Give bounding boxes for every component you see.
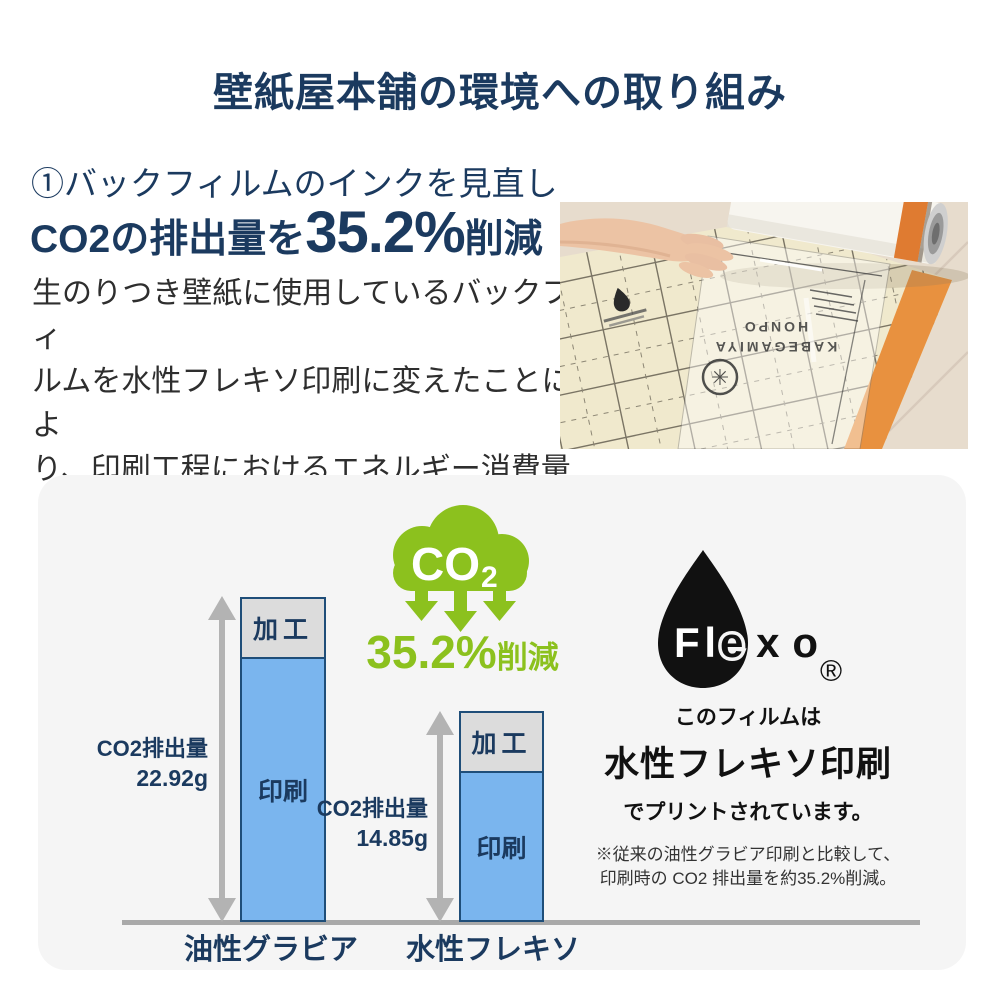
film-description-column: このフィルムは 水性フレキソ印刷 でプリントされています。 ※従来の油性グラビア… [578, 701, 918, 891]
sheet-orange-edge [844, 270, 952, 449]
film-main-text: 水性フレキソ印刷 [603, 745, 892, 784]
bar-oil-gravure: 加工 印刷 [240, 597, 326, 922]
total-value: 14.85g [356, 825, 428, 851]
hand [560, 218, 734, 278]
flexo-droplet-icon [658, 550, 748, 688]
total-label: CO2排出量 [96, 736, 208, 761]
total-value: 22.92g [136, 765, 208, 791]
bar-segment-printing: 印刷 [240, 657, 326, 922]
svg-text:✳: ✳ [711, 365, 729, 390]
product-photo: KABEGAMIYA HONPO ✳ [560, 202, 968, 449]
flexo-logo: Fl exo ® [658, 550, 842, 688]
registered-trademark-icon: ® [820, 655, 842, 688]
section-heading: ①バックフィルムのインクを見直し [31, 165, 558, 202]
height-arrow-left [208, 596, 236, 922]
reduction-suffix: 削減 [496, 640, 559, 675]
reduction-value: 35.2% [366, 626, 497, 678]
page-title: 壁紙屋本舗の環境への取り組み [213, 71, 787, 115]
film-intro-text: このフィルムは [674, 706, 822, 729]
co2-comparison-panel: 加工 印刷 加工 印刷 CO2排出量 22.92g CO2排出量 14.85g … [38, 475, 966, 970]
bar-segment-processing: 加工 [459, 711, 544, 771]
category-label-oil-gravure: 油性グラビア [183, 934, 358, 966]
printed-flexo-mark [603, 287, 647, 327]
total-emission-right: CO2排出量 14.85g [258, 791, 428, 852]
cloud-co2-subscript: 2 [481, 561, 498, 594]
film-brand-text: KABEGAMIYA HONPO [713, 319, 837, 355]
flexo-brand-fl: Fl [674, 619, 716, 666]
reduction-percentage-badge: 35.2% 削減 [365, 625, 560, 679]
co2-cloud-icon: CO 2 [393, 505, 529, 632]
transparent-film: KABEGAMIYA HONPO ✳ [677, 235, 891, 449]
chart-baseline [122, 920, 920, 925]
category-label-water-flexo: 水性フレキソ [405, 934, 580, 966]
wallpaper-roll [726, 202, 948, 265]
flexo-brand-exo: exo [720, 619, 818, 666]
total-label: CO2排出量 [316, 796, 428, 821]
svg-text:HONPO: HONPO [742, 319, 808, 335]
film-footnote: ※従来の油性グラビア印刷と比較して、 印刷時の CO2 排出量を約35.2%削減… [595, 845, 901, 888]
headline-percentage: 35.2% [305, 200, 465, 265]
bar-segment-processing: 加工 [240, 597, 326, 657]
headline-prefix: CO2の排出量を [30, 218, 306, 261]
film-snowflake-logo: ✳ [701, 358, 739, 396]
headline-suffix: 削減 [464, 218, 543, 261]
total-emission-left: CO2排出量 22.92g [38, 731, 208, 792]
film-fine-print [809, 289, 859, 322]
height-arrow-right [426, 711, 454, 922]
co2-reduction-headline: CO2の排出量を 35.2% 削減 [30, 200, 543, 267]
bar-segment-printing: 印刷 [459, 771, 544, 922]
roll-shadow [720, 263, 968, 289]
svg-text:KABEGAMIYA: KABEGAMIYA [713, 339, 837, 355]
film-sub-text: でプリントされています。 [623, 801, 873, 824]
cloud-co2-text: CO [411, 538, 480, 590]
bar-water-flexo: 加工 印刷 [459, 711, 544, 922]
